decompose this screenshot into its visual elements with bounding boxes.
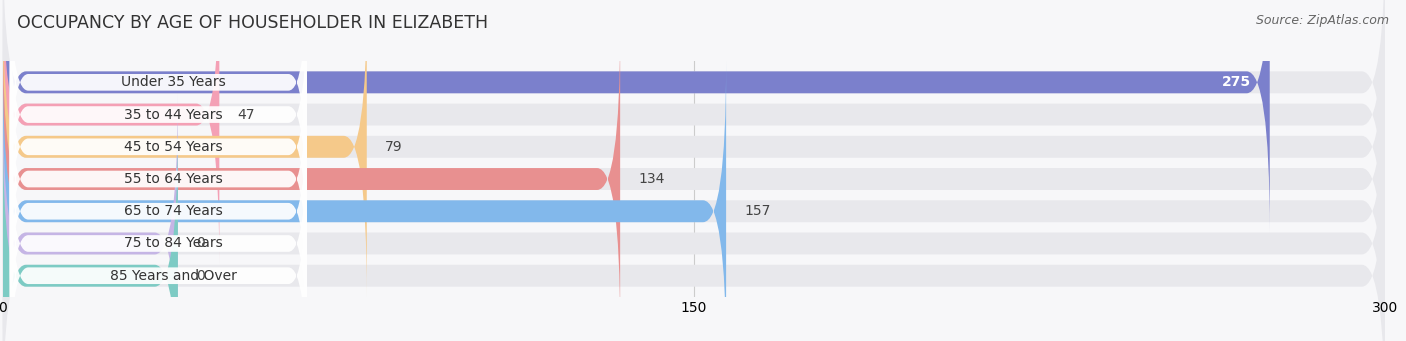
Text: 55 to 64 Years: 55 to 64 Years (124, 172, 222, 186)
Text: Source: ZipAtlas.com: Source: ZipAtlas.com (1256, 14, 1389, 27)
Text: 47: 47 (238, 107, 256, 121)
Text: 45 to 54 Years: 45 to 54 Years (124, 140, 222, 154)
Text: 85 Years and Over: 85 Years and Over (110, 269, 236, 283)
Text: 79: 79 (385, 140, 402, 154)
FancyBboxPatch shape (3, 0, 1385, 233)
Text: 0: 0 (197, 237, 205, 251)
FancyBboxPatch shape (10, 123, 307, 341)
FancyBboxPatch shape (3, 125, 179, 341)
FancyBboxPatch shape (3, 29, 1385, 329)
FancyBboxPatch shape (3, 0, 1385, 297)
Text: 275: 275 (1222, 75, 1251, 89)
Text: Under 35 Years: Under 35 Years (121, 75, 225, 89)
FancyBboxPatch shape (10, 91, 307, 332)
FancyBboxPatch shape (3, 29, 620, 329)
FancyBboxPatch shape (3, 0, 219, 265)
FancyBboxPatch shape (3, 125, 1385, 341)
FancyBboxPatch shape (10, 155, 307, 341)
FancyBboxPatch shape (3, 0, 367, 297)
Text: 134: 134 (638, 172, 665, 186)
FancyBboxPatch shape (3, 61, 1385, 341)
FancyBboxPatch shape (10, 26, 307, 267)
FancyBboxPatch shape (10, 58, 307, 300)
FancyBboxPatch shape (10, 0, 307, 235)
FancyBboxPatch shape (3, 0, 1270, 233)
Text: 157: 157 (745, 204, 770, 218)
Text: 0: 0 (197, 269, 205, 283)
Text: 75 to 84 Years: 75 to 84 Years (124, 237, 222, 251)
FancyBboxPatch shape (3, 0, 1385, 265)
FancyBboxPatch shape (3, 93, 1385, 341)
Text: OCCUPANCY BY AGE OF HOUSEHOLDER IN ELIZABETH: OCCUPANCY BY AGE OF HOUSEHOLDER IN ELIZA… (17, 14, 488, 32)
FancyBboxPatch shape (3, 61, 725, 341)
FancyBboxPatch shape (10, 0, 307, 203)
Text: 65 to 74 Years: 65 to 74 Years (124, 204, 222, 218)
Text: 35 to 44 Years: 35 to 44 Years (124, 107, 222, 121)
FancyBboxPatch shape (3, 93, 179, 341)
